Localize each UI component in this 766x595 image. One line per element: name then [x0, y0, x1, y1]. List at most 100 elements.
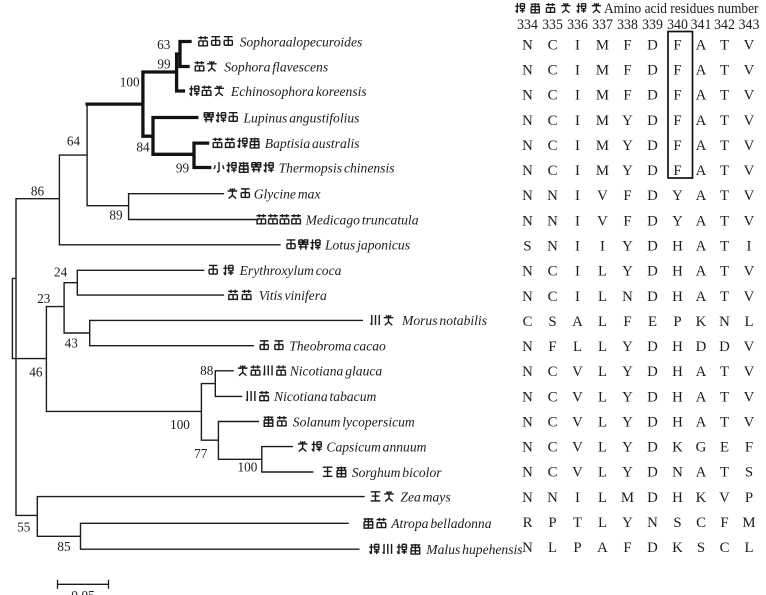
- svg-text:T: T: [720, 188, 729, 204]
- svg-text:Y: Y: [622, 465, 633, 481]
- svg-text:N: N: [522, 364, 533, 380]
- svg-text:N: N: [522, 188, 533, 204]
- svg-text:D: D: [647, 213, 658, 229]
- svg-text:340: 340: [667, 17, 688, 33]
- svg-text:T: T: [720, 389, 729, 405]
- svg-text:T: T: [720, 414, 729, 430]
- svg-text:G: G: [696, 440, 707, 456]
- svg-text:I: I: [575, 490, 580, 506]
- svg-text:V: V: [572, 440, 583, 456]
- svg-text:Y: Y: [672, 188, 683, 204]
- svg-text:334: 334: [517, 17, 538, 33]
- svg-text:A: A: [696, 414, 707, 430]
- svg-text:85: 85: [57, 539, 71, 554]
- svg-text:T: T: [720, 113, 729, 129]
- svg-text:C: C: [548, 138, 558, 154]
- svg-text:335: 335: [542, 17, 563, 33]
- svg-text:D: D: [719, 339, 730, 355]
- svg-text:T: T: [720, 289, 729, 305]
- svg-text:C: C: [548, 389, 558, 405]
- svg-text:N: N: [522, 289, 533, 305]
- svg-text:N: N: [719, 314, 730, 330]
- svg-text:R: R: [523, 515, 533, 531]
- svg-text:T: T: [720, 37, 729, 53]
- svg-text:C: C: [696, 515, 706, 531]
- svg-text:N: N: [522, 113, 533, 129]
- svg-text:I: I: [575, 289, 580, 305]
- svg-text:C: C: [548, 264, 558, 280]
- svg-text:V: V: [744, 213, 755, 229]
- svg-text:N: N: [522, 88, 533, 104]
- svg-text:100: 100: [238, 460, 258, 475]
- svg-text:F: F: [673, 88, 681, 104]
- svg-text:Y: Y: [622, 515, 633, 531]
- svg-text:I: I: [575, 239, 580, 255]
- svg-text:64: 64: [67, 134, 81, 149]
- svg-text:341: 341: [691, 17, 712, 33]
- svg-text:V: V: [597, 213, 608, 229]
- svg-text:L: L: [598, 289, 607, 305]
- svg-text:Theobroma cacao: Theobroma cacao: [289, 339, 386, 354]
- svg-text:F: F: [623, 314, 631, 330]
- svg-text:N: N: [622, 289, 633, 305]
- svg-text:D: D: [647, 113, 658, 129]
- svg-text:A: A: [696, 465, 707, 481]
- svg-text:100: 100: [170, 417, 190, 432]
- svg-text:Amino acid residues number: Amino acid residues number: [604, 1, 759, 17]
- svg-text:D: D: [647, 88, 658, 104]
- svg-text:D: D: [647, 188, 658, 204]
- svg-text:Y: Y: [622, 414, 633, 430]
- svg-text:F: F: [745, 440, 753, 456]
- svg-text:N: N: [547, 213, 558, 229]
- svg-text:A: A: [696, 239, 707, 255]
- svg-text:T: T: [720, 163, 729, 179]
- svg-text:Thermopsis chinensis: Thermopsis chinensis: [279, 160, 395, 175]
- svg-text:N: N: [547, 239, 558, 255]
- svg-text:D: D: [647, 465, 658, 481]
- svg-text:P: P: [548, 515, 556, 531]
- svg-text:N: N: [647, 515, 658, 531]
- svg-text:T: T: [720, 364, 729, 380]
- svg-text:23: 23: [37, 291, 51, 306]
- svg-text:I: I: [575, 264, 580, 280]
- svg-text:F: F: [623, 63, 631, 79]
- svg-text:A: A: [696, 113, 707, 129]
- svg-text:Morus notabilis: Morus notabilis: [401, 313, 487, 328]
- svg-text:I: I: [575, 88, 580, 104]
- svg-text:343: 343: [739, 17, 760, 33]
- svg-text:V: V: [744, 364, 755, 380]
- svg-text:A: A: [696, 63, 707, 79]
- svg-text:A: A: [597, 540, 608, 556]
- svg-text:D: D: [647, 440, 658, 456]
- svg-text:43: 43: [65, 335, 79, 350]
- svg-text:H: H: [672, 239, 683, 255]
- svg-text:C: C: [548, 163, 558, 179]
- svg-text:Nicotiana glauca: Nicotiana glauca: [289, 364, 383, 379]
- svg-text:T: T: [720, 465, 729, 481]
- svg-text:D: D: [647, 289, 658, 305]
- svg-text:L: L: [598, 364, 607, 380]
- svg-text:D: D: [647, 364, 658, 380]
- svg-text:I: I: [575, 37, 580, 53]
- svg-text:342: 342: [714, 17, 735, 33]
- svg-text:C: C: [548, 289, 558, 305]
- svg-text:C: C: [720, 540, 730, 556]
- svg-text:F: F: [720, 515, 728, 531]
- svg-text:Y: Y: [672, 213, 683, 229]
- svg-text:Y: Y: [622, 163, 633, 179]
- svg-text:T: T: [573, 515, 582, 531]
- svg-text:F: F: [673, 37, 681, 53]
- svg-text:339: 339: [642, 17, 663, 33]
- svg-text:S: S: [697, 540, 705, 556]
- svg-text:D: D: [696, 339, 707, 355]
- svg-text:N: N: [672, 465, 683, 481]
- svg-text:V: V: [572, 465, 583, 481]
- svg-text:L: L: [598, 389, 607, 405]
- svg-text:S: S: [548, 314, 556, 330]
- svg-text:Lotus japonicus: Lotus japonicus: [324, 238, 410, 253]
- svg-text:S: S: [745, 465, 753, 481]
- svg-text:D: D: [647, 414, 658, 430]
- svg-text:M: M: [621, 490, 634, 506]
- svg-text:K: K: [696, 314, 707, 330]
- svg-text:D: D: [647, 540, 658, 556]
